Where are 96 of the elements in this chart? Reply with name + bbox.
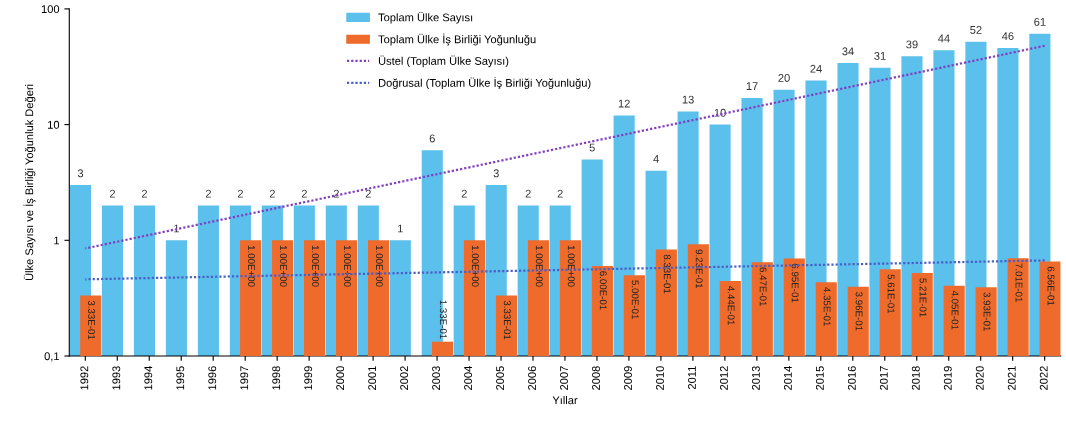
x-tick-label: 1993 <box>112 366 121 390</box>
data-label: 2 <box>205 189 211 198</box>
x-tick-label: 2022 <box>1039 366 1048 390</box>
data-label: 3.96E-01 <box>855 292 863 331</box>
data-label: 2 <box>269 189 275 198</box>
data-label: 3.93E-01 <box>983 292 991 331</box>
data-label: 6.47E-01 <box>759 267 767 306</box>
data-label: 5.00E-01 <box>631 280 639 319</box>
legend-label: Doğrusal (Toplam Ülke İş Birliği Yoğunluğu) <box>378 77 591 90</box>
data-label: 31 <box>874 51 886 60</box>
data-label: 34 <box>842 47 854 56</box>
data-label: 6.00E-01 <box>599 271 607 310</box>
data-label: 3.33E-01 <box>88 300 95 340</box>
data-label: 46 <box>1001 32 1014 41</box>
data-label: 2 <box>333 189 339 198</box>
data-label: 6 <box>429 134 435 143</box>
x-tick-label: 2005 <box>496 366 504 390</box>
data-label: 9.23E-01 <box>695 249 703 289</box>
x-tick-label: 2011 <box>688 366 696 390</box>
data-label: 17 <box>746 82 758 90</box>
x-tick-label: 1997 <box>240 366 249 390</box>
x-tick-label: 2020 <box>975 366 984 390</box>
x-tick-label: 2008 <box>592 366 600 390</box>
data-label: 5.21E-01 <box>919 278 927 317</box>
y-axis-title: Ülke Sayısı ve İş Birliği Yoğunluk Değeri <box>23 84 36 281</box>
x-tick-label: 2004 <box>464 366 473 390</box>
data-label: 1.00E+00 <box>279 245 287 287</box>
data-label: 20 <box>778 74 790 82</box>
data-label: 6.56E-01 <box>1047 266 1055 306</box>
data-label: 1.00E+00 <box>343 245 351 287</box>
x-tick-label: 2013 <box>751 366 760 390</box>
x-tick-label: 2019 <box>943 366 952 390</box>
data-label: 6.95E-01 <box>791 263 799 303</box>
data-label: 24 <box>810 64 822 73</box>
data-label: 3 <box>493 169 499 178</box>
data-label: 1.33E-01 <box>439 300 447 339</box>
data-label: 1.00E+00 <box>375 245 383 287</box>
data-label: 3.33E-01 <box>503 300 511 340</box>
data-label: 2 <box>141 189 147 198</box>
data-label: 13 <box>682 95 694 104</box>
x-tick-label: 1994 <box>144 366 153 390</box>
data-label: 4.44E-01 <box>727 286 735 325</box>
x-tick-label: 2000 <box>336 366 345 390</box>
legend-label: Toplam Ülke Sayısı <box>378 11 473 24</box>
data-label: 39 <box>906 40 918 49</box>
y-tick-label: 100 <box>41 5 60 14</box>
x-tick-label: 1992 <box>80 366 89 390</box>
x-tick-label: 1996 <box>208 366 217 390</box>
data-label: 1.00E+00 <box>535 245 543 287</box>
x-tick-label: 2016 <box>847 366 856 390</box>
x-tick-label: 1998 <box>272 366 281 390</box>
data-label: 2 <box>237 189 243 198</box>
data-label: 61 <box>1034 17 1046 26</box>
legend-label: Toplam Ülke İş Birliği Yoğunluğu <box>378 33 536 46</box>
data-label: 1.00E+00 <box>567 245 575 287</box>
data-label: 5 <box>589 143 595 152</box>
data-label: 8.33E-01 <box>663 254 671 294</box>
data-label: 12 <box>618 99 630 108</box>
x-tick-label: 2009 <box>624 366 632 390</box>
y-tick-label: 1 <box>54 236 60 245</box>
data-label: 4.35E-01 <box>823 287 831 326</box>
x-tick-label: 2006 <box>528 366 536 390</box>
data-label: 52 <box>970 26 982 34</box>
x-tick-label: 2021 <box>1007 366 1016 390</box>
x-tick-label: 2001 <box>368 366 377 390</box>
x-tick-label: 2002 <box>400 366 409 390</box>
data-label: 1.00E+00 <box>311 245 319 287</box>
data-label: 2 <box>525 189 531 198</box>
data-label: 2 <box>461 189 467 198</box>
x-tick-label: 1995 <box>176 366 185 390</box>
data-label: 1.00E+00 <box>471 245 479 287</box>
data-label: 2 <box>301 189 307 198</box>
x-tick-label: 2003 <box>432 366 441 390</box>
data-label: 1 <box>398 224 403 233</box>
x-tick-label: 1999 <box>304 366 313 390</box>
x-tick-label: 2018 <box>911 366 920 390</box>
data-label: 44 <box>938 34 950 43</box>
data-label: 7.01E-01 <box>1015 263 1023 302</box>
data-label: 1.00E+00 <box>248 245 255 287</box>
x-tick-label: 2007 <box>560 366 568 390</box>
legend-label: Üstel (Toplam Ülke Sayısı) <box>378 55 509 68</box>
x-tick-label: 2012 <box>719 366 728 390</box>
y-tick-label: 0,1 <box>44 352 60 362</box>
y-tick-label: 10 <box>48 120 60 129</box>
data-label: 2 <box>109 189 115 198</box>
data-label: 2 <box>365 189 371 198</box>
data-label: 4 <box>653 155 659 163</box>
data-label: 3 <box>77 169 84 178</box>
x-tick-label: 2014 <box>783 366 792 390</box>
data-label: 2 <box>557 189 563 198</box>
x-tick-label: 2010 <box>656 366 664 390</box>
data-label: 5.61E-01 <box>887 274 895 314</box>
x-tick-label: 2015 <box>815 366 824 390</box>
x-axis-title: Yıllar <box>552 395 578 405</box>
x-tick-label: 2017 <box>879 366 888 390</box>
data-label: 4.05E-01 <box>951 290 959 330</box>
